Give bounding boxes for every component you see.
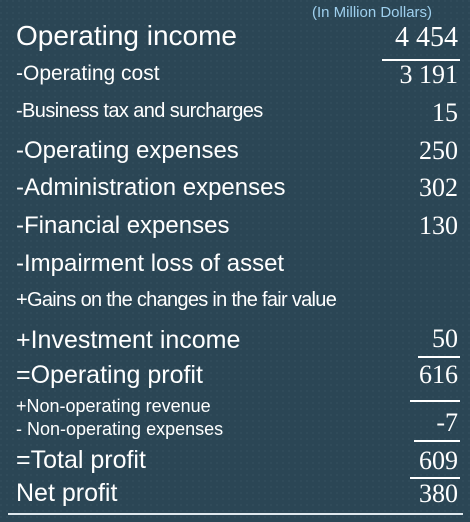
row-label-non-operating-revenue: +Non-operating revenue <box>16 396 211 416</box>
row-label-impairment-loss: -Impairment loss of asset <box>16 250 285 277</box>
row-label-investment-income: +Investment income <box>16 326 241 354</box>
row-value-total-profit: 609 <box>419 446 458 475</box>
row-value-financial-expenses: 130 <box>419 211 458 240</box>
row-label-operating-profit: =Operating profit <box>16 361 203 389</box>
row-label-business-tax: -Business tax and surcharges <box>16 100 263 122</box>
row-label-total-profit: =Total profit <box>16 446 146 474</box>
row-value-operating-cost: 3 191 <box>399 60 459 89</box>
rule-under-total-profit <box>410 477 460 479</box>
rule-under-non-operating-expenses <box>414 440 460 442</box>
row-value-net-profit: 380 <box>419 479 458 508</box>
rule-above-non-operating <box>410 400 460 402</box>
row-label-operating-expenses: -Operating expenses <box>16 137 239 164</box>
row-value-business-tax: 15 <box>432 98 458 127</box>
row-label-operating-income: Operating income <box>16 20 238 51</box>
row-label-fair-value-gains: +Gains on the changes in the fair value <box>16 289 337 311</box>
rule-under-investment-income <box>418 356 460 358</box>
row-value-operating-profit: 616 <box>419 360 458 389</box>
row-value-operating-expenses: 250 <box>419 136 458 165</box>
row-value-operating-income: 4 454 <box>395 22 458 53</box>
row-label-non-operating-expenses: - Non-operating expenses <box>16 419 224 439</box>
row-value-non-operating-expenses: -7 <box>436 408 458 437</box>
row-label-operating-cost: -Operating cost <box>16 62 160 85</box>
row-label-net-profit: Net profit <box>16 479 118 507</box>
board-bottom-rule <box>8 513 463 515</box>
rule-under-operating-income <box>382 59 460 61</box>
row-label-financial-expenses: -Financial expenses <box>16 212 230 239</box>
row-label-administration-expenses: -Administration expenses <box>16 174 286 201</box>
row-value-administration-expenses: 302 <box>419 173 458 202</box>
row-value-investment-income: 50 <box>432 324 458 353</box>
units-note: (In Million Dollars) <box>312 4 433 21</box>
